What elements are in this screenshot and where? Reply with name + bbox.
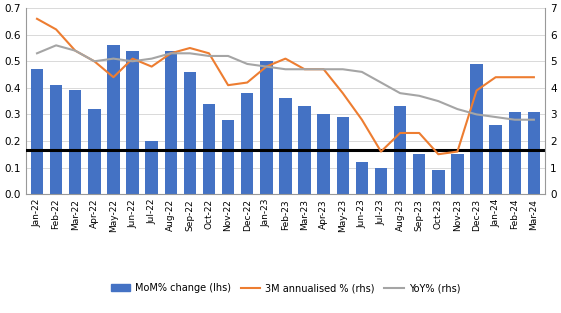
Bar <box>203 104 215 194</box>
Bar <box>241 93 254 194</box>
Bar <box>528 112 540 194</box>
Bar <box>145 141 158 194</box>
Bar <box>337 117 349 194</box>
Bar <box>126 51 139 194</box>
Bar <box>432 170 444 194</box>
Bar <box>451 154 463 194</box>
Bar <box>279 99 292 194</box>
Bar <box>164 51 177 194</box>
Bar <box>470 64 483 194</box>
Bar <box>69 90 81 194</box>
Bar <box>31 69 43 194</box>
Bar <box>413 154 425 194</box>
Bar <box>50 85 62 194</box>
Bar <box>356 162 368 194</box>
Bar <box>509 112 521 194</box>
Bar <box>489 125 502 194</box>
Bar <box>318 114 330 194</box>
Bar <box>375 167 387 194</box>
Bar <box>88 109 100 194</box>
Legend: MoM% change (lhs), 3M annualised % (rhs), YoY% (rhs): MoM% change (lhs), 3M annualised % (rhs)… <box>107 279 464 297</box>
Bar <box>183 72 196 194</box>
Bar <box>394 106 406 194</box>
Bar <box>222 120 234 194</box>
Bar <box>260 61 273 194</box>
Bar <box>298 106 311 194</box>
Bar <box>107 45 119 194</box>
